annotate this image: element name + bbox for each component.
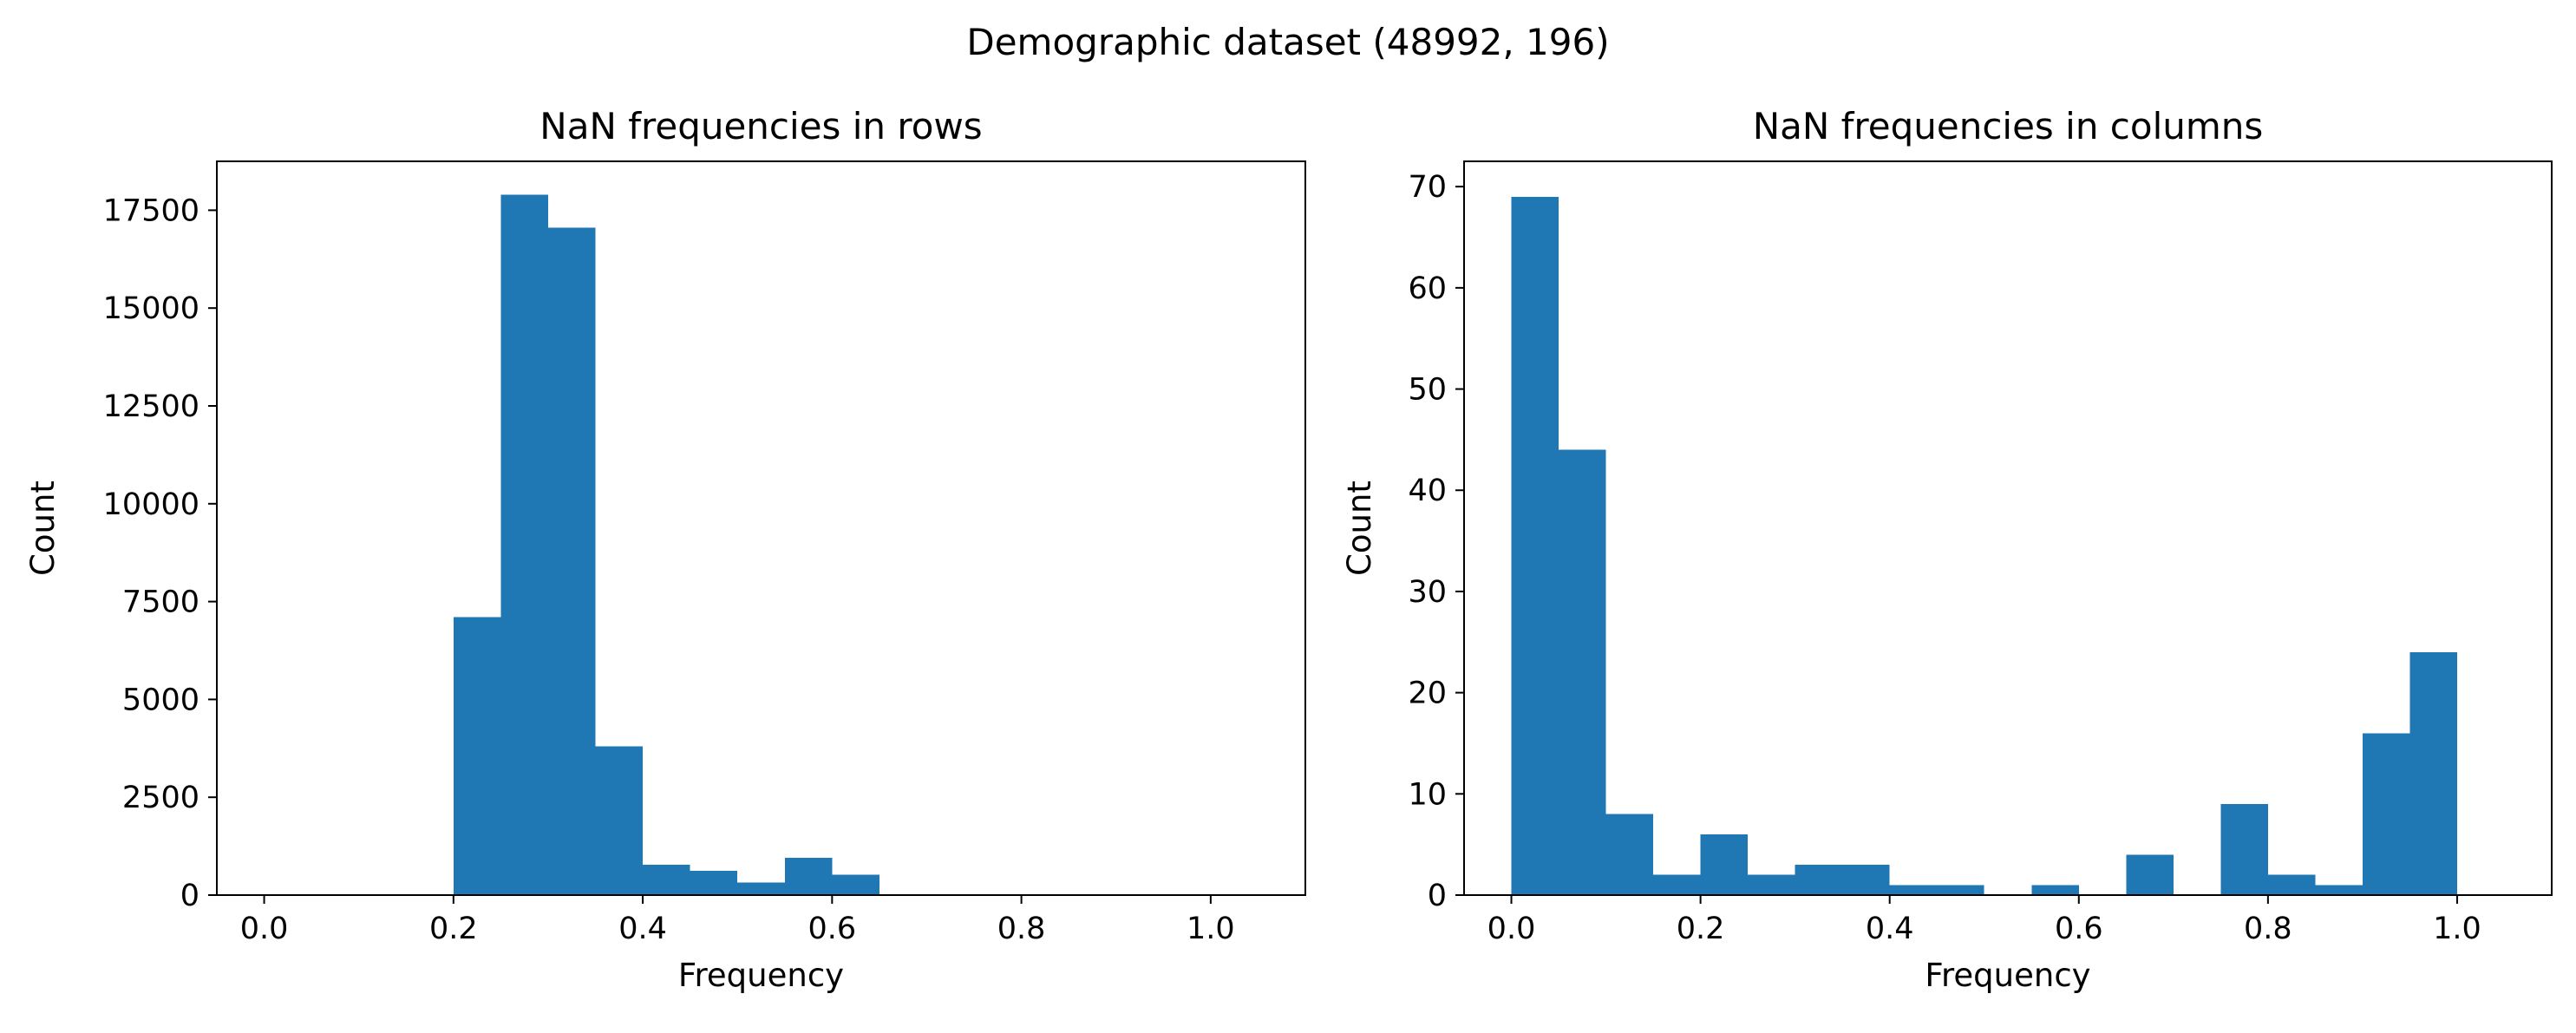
histogram-bar <box>2409 651 2457 895</box>
histogram-bar <box>737 882 785 895</box>
x-axis-label: Frequency <box>1925 957 2090 994</box>
y-tick-label: 0 <box>180 879 199 913</box>
x-tick-label: 0.4 <box>618 912 667 946</box>
y-axis-label: Count <box>1341 481 1378 576</box>
y-tick-label: 2500 <box>122 781 199 815</box>
x-tick-label: 0.0 <box>240 912 289 946</box>
figure-suptitle: Demographic dataset (48992, 196) <box>966 21 1609 63</box>
histogram-bar <box>1559 449 1606 895</box>
histogram-bar <box>1842 864 1890 895</box>
histogram-bar <box>547 227 596 896</box>
histogram-bar <box>1937 885 1984 895</box>
x-tick-label: 0.6 <box>808 912 857 946</box>
y-tick-label: 12500 <box>103 389 199 424</box>
y-tick-label: 20 <box>1408 677 1447 711</box>
y-tick-label: 0 <box>1428 879 1447 913</box>
chart-panel-1: 0.0 0.2 0.4 0.6 0.8 1.0 0 2500 5000 7500 10000 1250… <box>24 105 1306 994</box>
y-axis-label: Count <box>24 481 62 576</box>
histogram-bar <box>2362 733 2410 895</box>
histogram-bar <box>2126 854 2174 895</box>
histogram-bar <box>784 858 833 895</box>
x-axis-label: Frequency <box>678 957 844 994</box>
y-tick-label: 60 <box>1408 271 1447 306</box>
histogram-bar <box>832 874 879 895</box>
histogram-bar <box>2267 874 2316 895</box>
y-tick-label: 17500 <box>103 193 199 228</box>
y-tick-label: 5000 <box>122 683 199 717</box>
chart-title: NaN frequencies in columns <box>1753 105 2264 147</box>
histogram-bar <box>1653 874 1701 895</box>
x-tick-label: 0.8 <box>997 912 1046 946</box>
histogram-bar <box>1748 874 1795 895</box>
axes-frame <box>1463 160 2553 896</box>
chart-title: NaN frequencies in rows <box>539 105 982 147</box>
x-tick-label: 1.0 <box>2433 912 2481 946</box>
axes-frame <box>216 160 1306 896</box>
x-tick-label: 0.0 <box>1487 912 1536 946</box>
y-tick-label: 7500 <box>122 585 199 620</box>
histogram-bar <box>690 871 738 895</box>
y-tick-label: 40 <box>1408 474 1447 508</box>
histogram-bar <box>1795 864 1843 895</box>
histogram-bar <box>2220 803 2268 895</box>
histogram-bar <box>1605 814 1654 895</box>
histogram-bar <box>453 617 501 895</box>
histogram-bar <box>2031 885 2079 895</box>
histogram-bar <box>1511 196 1559 896</box>
x-tick-label: 0.8 <box>2244 912 2292 946</box>
x-tick-label: 0.2 <box>429 912 478 946</box>
x-tick-label: 0.4 <box>1866 912 1914 946</box>
x-tick-label: 1.0 <box>1187 912 1235 946</box>
histogram-bar <box>2315 885 2363 895</box>
histogram-bar <box>1889 885 1938 895</box>
histogram-bar <box>595 746 644 895</box>
chart-panel-2: 0.0 0.2 0.4 0.6 0.8 1.0 0 10 20 30 40 50 60 70 NaN fre… <box>1341 105 2553 994</box>
y-tick-label: 15000 <box>103 291 199 326</box>
y-tick-label: 50 <box>1408 373 1447 408</box>
y-tick-label: 30 <box>1408 575 1447 610</box>
x-tick-label: 0.6 <box>2055 912 2103 946</box>
y-tick-label: 10 <box>1408 777 1447 812</box>
histogram-bar <box>643 864 690 895</box>
y-tick-label: 10000 <box>103 487 199 522</box>
histogram-bar <box>1700 834 1749 895</box>
charts-container: 0.0 0.2 0.4 0.6 0.8 1.0 0 2500 5000 7500 10000 1250… <box>24 105 2553 994</box>
histogram-bar <box>500 194 548 896</box>
y-tick-label: 70 <box>1408 170 1447 205</box>
x-tick-label: 0.2 <box>1677 912 1725 946</box>
